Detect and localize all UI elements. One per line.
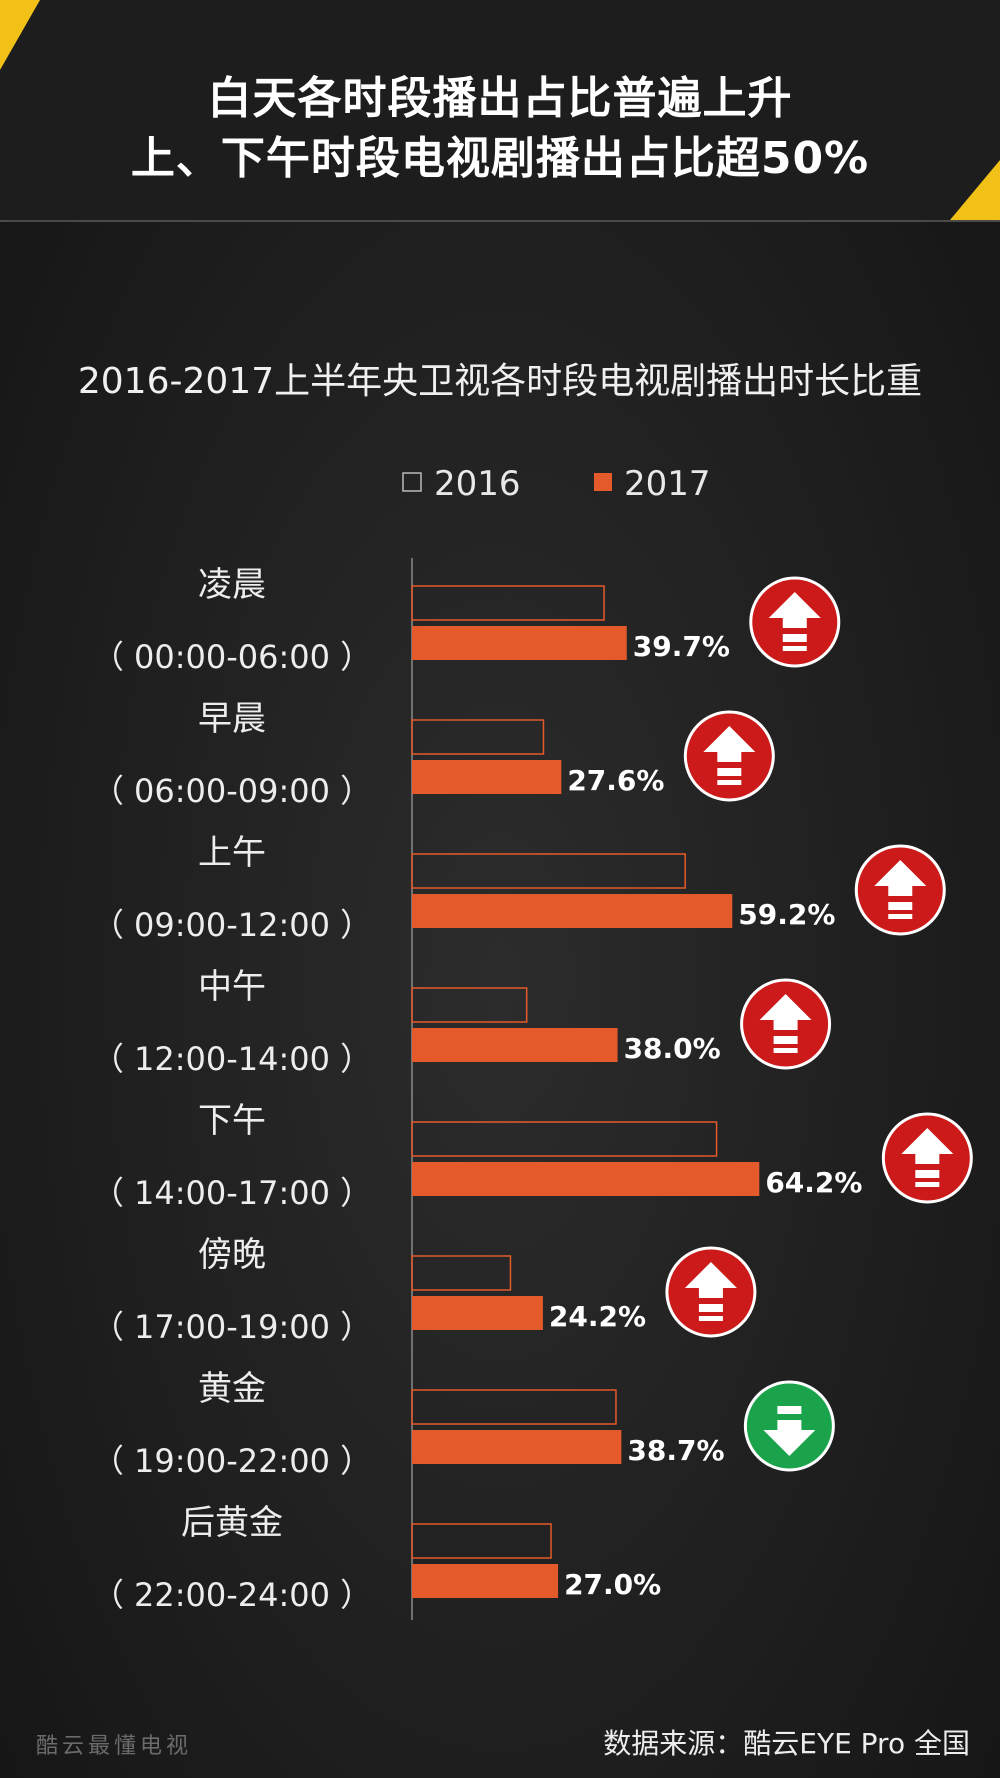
data-label-2017: 27.0% xyxy=(564,1568,661,1601)
bar-2017 xyxy=(412,1430,622,1464)
arrow-down-icon xyxy=(743,1380,835,1472)
data-source: 数据来源：酷云EYE Pro 全国 xyxy=(603,1727,970,1760)
bar-2016 xyxy=(411,1523,552,1559)
legend-swatch-2017 xyxy=(594,473,612,491)
data-label-2017: 24.2% xyxy=(549,1300,646,1333)
category-label: 傍晚 xyxy=(198,1235,266,1275)
headline-line-2: 上、下午时段电视剧播出占比超50% xyxy=(130,133,870,184)
bar-2016 xyxy=(411,853,686,889)
bar-2017 xyxy=(412,1028,618,1062)
bar-2017 xyxy=(412,626,627,660)
bar-2017 xyxy=(412,1296,543,1330)
category-label: 凌晨 xyxy=(198,565,266,605)
data-label-2017: 27.6% xyxy=(567,764,664,797)
category-label: 下午 xyxy=(198,1101,266,1141)
category-range-label: （ 06:00-09:00 ） xyxy=(92,772,372,810)
data-label-2017: 39.7% xyxy=(633,630,730,663)
bar-2016 xyxy=(411,1121,718,1157)
bar-2017 xyxy=(412,1564,559,1598)
category-range-label: （ 22:00-24:00 ） xyxy=(92,1576,372,1614)
legend-label-2016: 2016 xyxy=(434,464,521,504)
bar-2017 xyxy=(412,894,733,928)
bar-2016 xyxy=(411,585,605,621)
header-banner: 白天各时段播出占比普遍上升 上、下午时段电视剧播出占比超50% xyxy=(0,0,1000,222)
arrow-up-icon xyxy=(881,1112,973,1204)
data-label-2017: 38.7% xyxy=(627,1434,724,1467)
category-label: 后黄金 xyxy=(181,1503,283,1543)
arrow-up-icon xyxy=(683,710,775,802)
legend-label-2017: 2017 xyxy=(624,464,711,504)
category-range-label: （ 00:00-06:00 ） xyxy=(92,638,372,676)
arrow-up-icon xyxy=(854,844,946,936)
category-range-label: （ 14:00-17:00 ） xyxy=(92,1174,372,1212)
arrow-up-icon xyxy=(665,1246,757,1338)
category-label: 早晨 xyxy=(198,699,266,739)
headline-line-1: 白天各时段播出占比普遍上升 xyxy=(207,73,793,124)
data-label-2017: 59.2% xyxy=(738,898,835,931)
bar-chart: 2016 2017 凌晨 （ 00:00-06:00 ） 39.7% 早晨 （ 06:00-… xyxy=(92,464,973,1620)
chart-title: 2016-2017上半年央卫视各时段电视剧播出时长比重 xyxy=(77,361,923,402)
arrow-up-icon xyxy=(749,576,841,668)
category-range-label: （ 12:00-14:00 ） xyxy=(92,1040,372,1078)
bar-2017 xyxy=(412,760,562,794)
category-label: 黄金 xyxy=(198,1369,266,1409)
category-range-label: （ 09:00-12:00 ） xyxy=(92,906,372,944)
legend-swatch-2016 xyxy=(402,472,422,492)
bar-2017 xyxy=(412,1162,760,1196)
bar-2016 xyxy=(411,987,528,1023)
arrow-up-icon xyxy=(740,978,832,1070)
watermark-logo: 酷云最懂电视 xyxy=(36,1734,193,1759)
category-label: 中午 xyxy=(198,967,266,1007)
category-range-label: （ 19:00-22:00 ） xyxy=(92,1442,372,1480)
data-label-2017: 64.2% xyxy=(765,1166,862,1199)
category-label: 上午 xyxy=(198,833,266,873)
corner-accent-top-left xyxy=(0,0,40,70)
category-range-label: （ 17:00-19:00 ） xyxy=(92,1308,372,1346)
bar-2016 xyxy=(411,1389,617,1425)
corner-accent-bottom-right xyxy=(950,160,1000,220)
bar-2016 xyxy=(411,1255,512,1291)
bar-2016 xyxy=(411,719,545,755)
data-label-2017: 38.0% xyxy=(624,1032,721,1065)
